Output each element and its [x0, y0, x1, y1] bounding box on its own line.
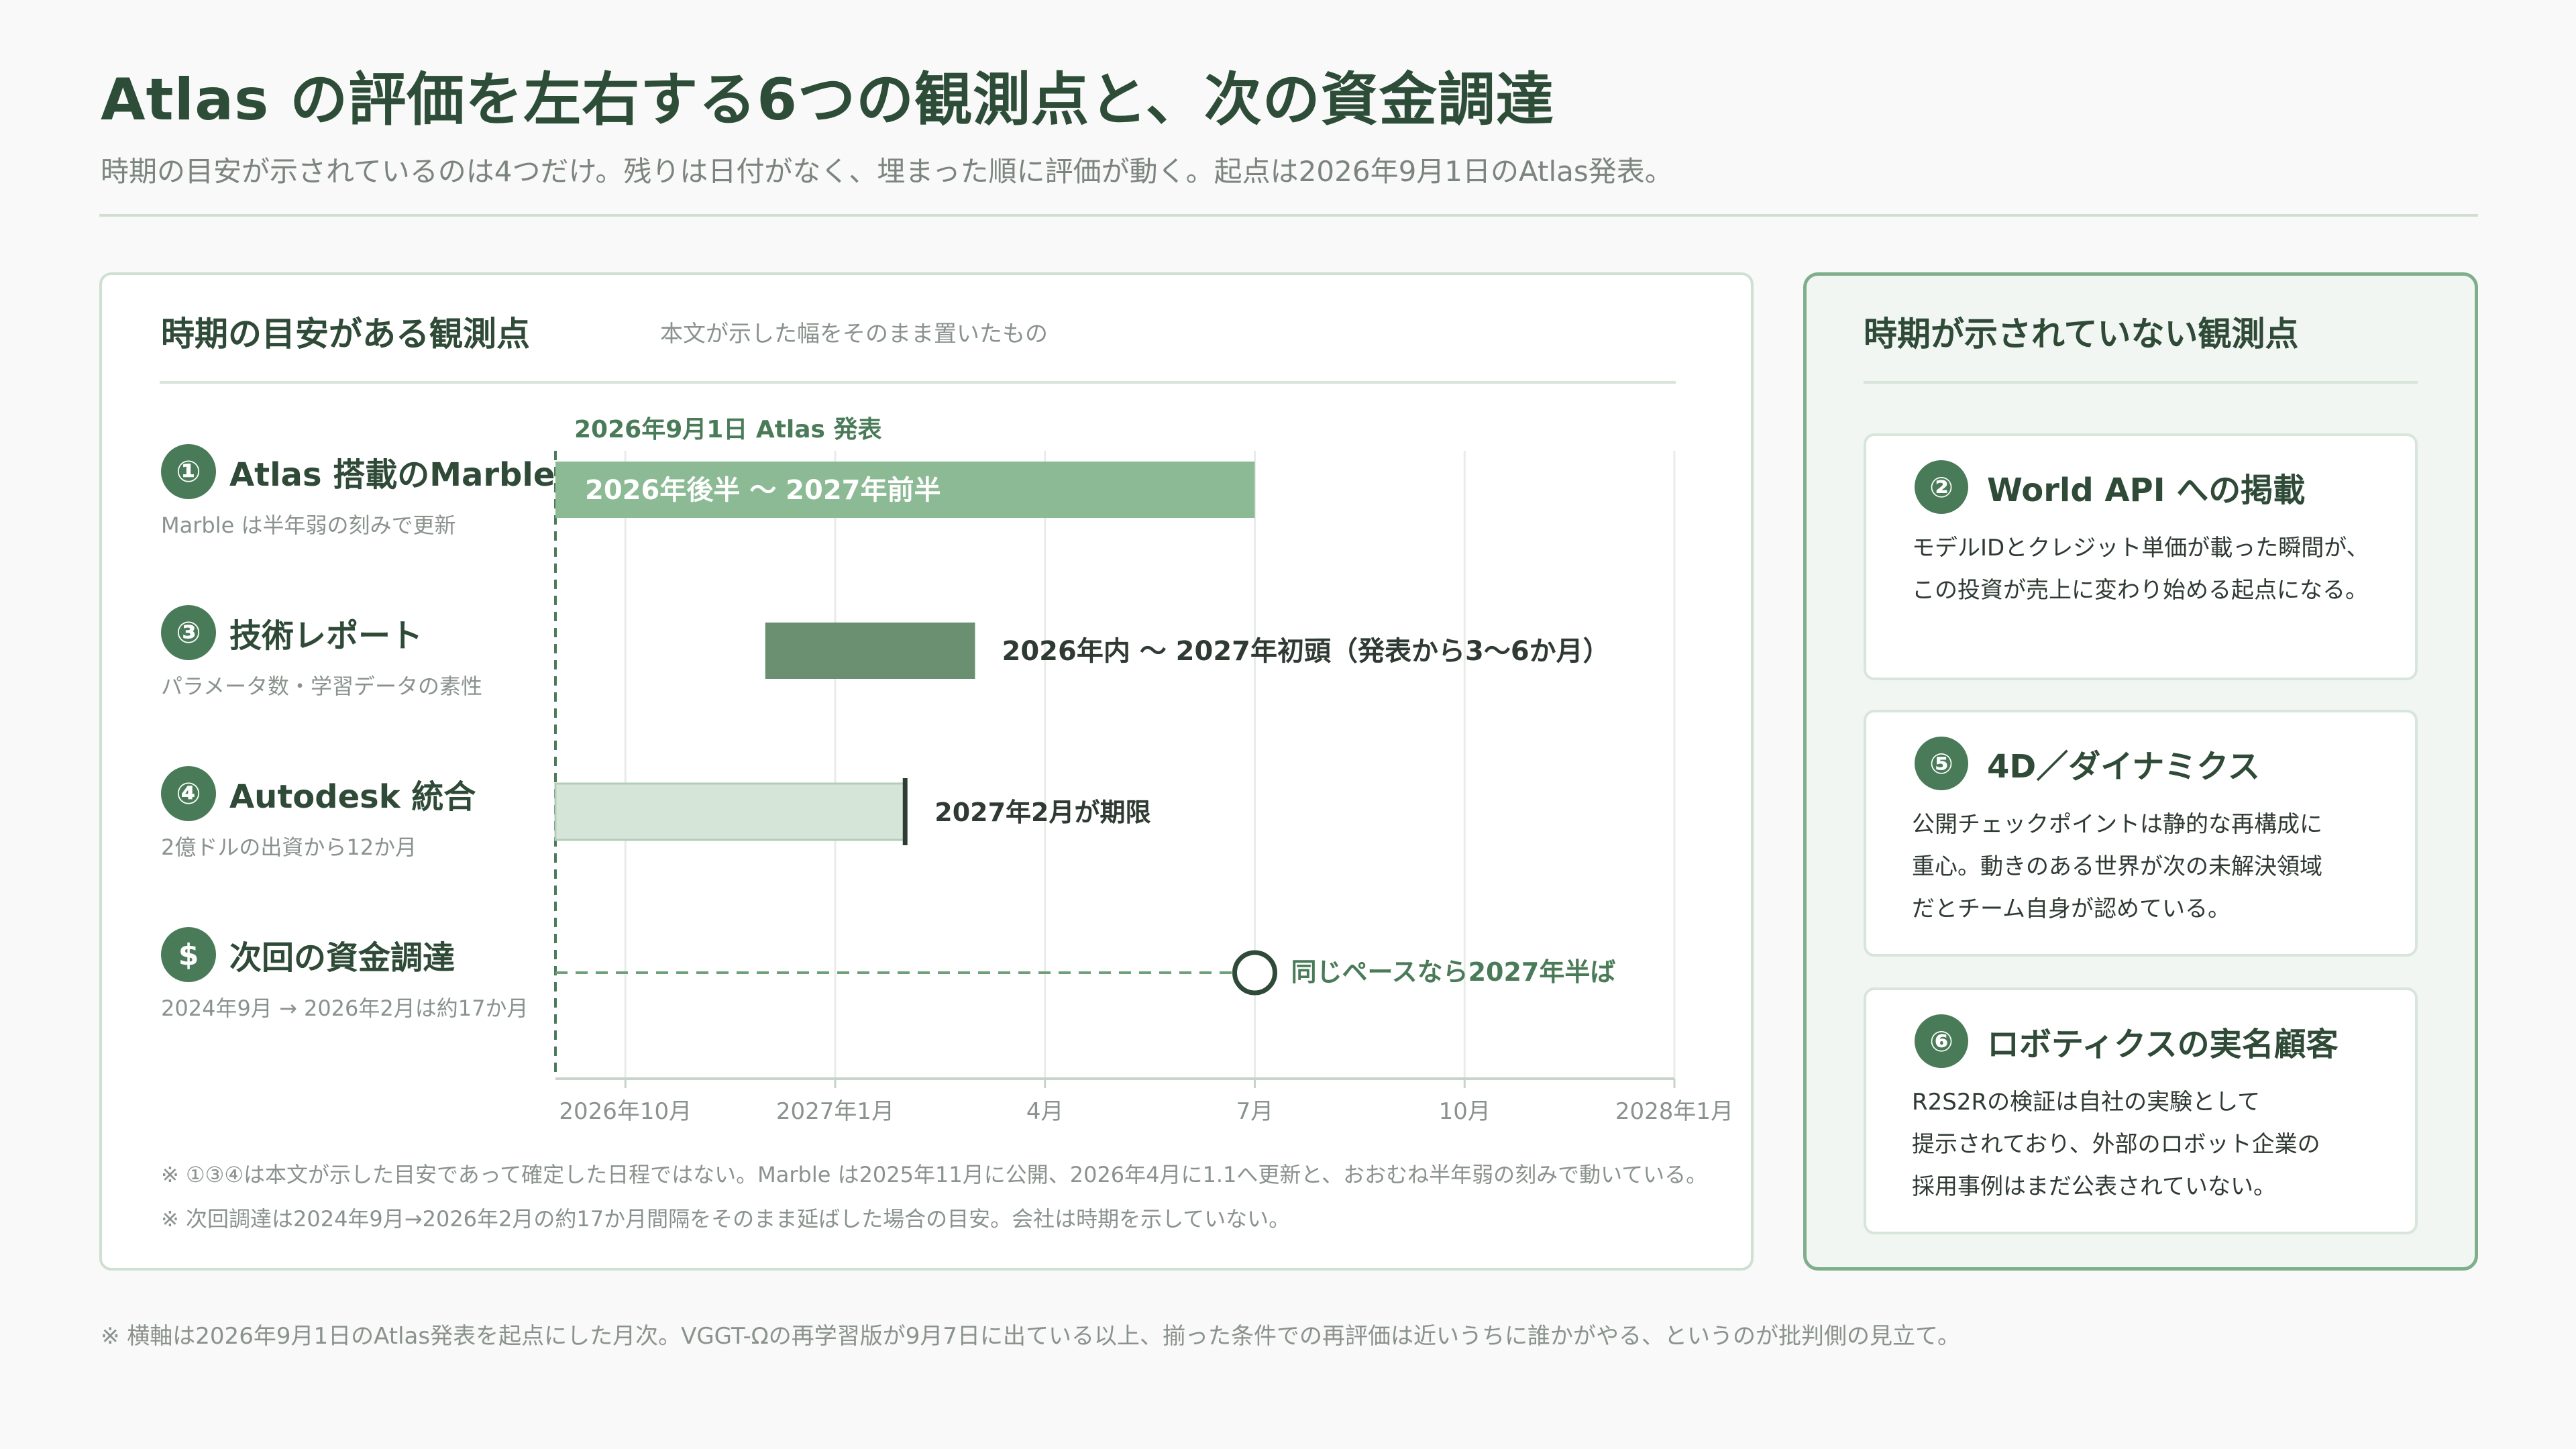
observation-title: World API への掲載 [1987, 472, 2306, 509]
row-label-marble: ① Atlas 搭載のMarble [161, 444, 555, 499]
row-title: Atlas 搭載のMarble [229, 456, 555, 494]
row-subtitle: Marble は半年弱の刻みで更新 [161, 513, 456, 538]
row-title: 技術レポート [229, 617, 423, 655]
row-label-tech-report: ③ 技術レポート [161, 605, 423, 660]
observation-line: 提示されており、外部のロボット企業の [1912, 1131, 2320, 1158]
title-divider [99, 214, 2478, 217]
observation-line: 重心。動きのある世界が次の未解決領域 [1912, 853, 2322, 880]
row-subtitle: パラメータ数・学習データの素性 [161, 674, 483, 699]
observation-number-badge: ② [1915, 460, 1968, 514]
timeline-card-divider [160, 381, 1676, 384]
page-title: Atlas の評価を左右する6つの観測点と、次の資金調達 [101, 66, 1554, 133]
footnote: ※ ①③④は本文が示した目安であって確定した日程ではない。Marble は202… [161, 1162, 1708, 1187]
dollar-icon: $ [161, 927, 216, 982]
tick-label: 4月 [1026, 1098, 1064, 1125]
tick-label: 2028年1月 [1615, 1098, 1733, 1125]
timeline-card [99, 272, 1754, 1271]
observation-header: ② World API への掲載 [1915, 460, 2305, 514]
observation-title: ロボティクスの実名顧客 [1987, 1026, 2339, 1063]
row-label-autodesk: ④ Autodesk 統合 [161, 766, 476, 821]
observation-title: 4D／ダイナミクス [1987, 748, 2260, 786]
bottom-note: ※ 横軸は2026年9月1日のAtlas発表を起点にした月次。VGGT-Ωの再学… [101, 1323, 1960, 1350]
row-number-badge: ④ [161, 766, 216, 821]
bar-label: 2026年後半 〜 2027年前半 [585, 475, 941, 506]
range-bar [555, 462, 1255, 518]
row-label-funding: $ 次回の資金調達 [161, 927, 455, 982]
timeline-card-heading: 時期の目安がある観測点 [161, 315, 530, 354]
observation-card-4d: ⑤ 4D／ダイナミクス 公開チェックポイントは静的な再構成に 重心。動きのある世… [1864, 710, 2418, 957]
page-subtitle: 時期の目安が示されているのは4つだけ。残りは日付がなく、埋まった順に評価が動く。… [101, 155, 1673, 188]
row-subtitle: 2億ドルの出資から12か月 [161, 835, 417, 860]
row-subtitle: 2024年9月 → 2026年2月は約17か月 [161, 996, 529, 1021]
observation-card-robotics: ⑥ ロボティクスの実名顧客 R2S2Rの検証は自社の実験として 提示されており、… [1864, 987, 2418, 1234]
bar-label: 2027年2月が期限 [934, 798, 1150, 827]
undated-card-divider [1864, 381, 2418, 384]
row-number-badge: ① [161, 444, 216, 499]
observation-line: モデルIDとクレジット単価が載った瞬間が、 [1912, 535, 2369, 561]
deadline-bar [554, 782, 906, 841]
tick-label: 10月 [1439, 1098, 1491, 1125]
observation-line: この投資が売上に変わり始める起点になる。 [1912, 577, 2368, 604]
observation-number-badge: ⑤ [1915, 737, 1968, 790]
range-bar [765, 623, 975, 679]
undated-card-heading: 時期が示されていない観測点 [1864, 315, 2299, 354]
row-number-badge: ③ [161, 605, 216, 660]
tick-label: 2027年1月 [776, 1098, 894, 1125]
projection-point [1232, 950, 1277, 996]
observation-line: 公開チェックポイントは静的な再構成に [1912, 811, 2322, 838]
tick-label: 2026年10月 [559, 1098, 692, 1125]
tick-label: 7月 [1236, 1098, 1274, 1125]
observation-body: モデルIDとクレジット単価が載った瞬間が、 この投資が売上に変わり始める起点にな… [1912, 527, 2395, 612]
bar-label: 同じペースなら2027年半ば [1291, 957, 1616, 987]
observation-card-world-api: ② World API への掲載 モデルIDとクレジット単価が載った瞬間が、 こ… [1864, 433, 2418, 680]
observation-header: ⑥ ロボティクスの実名顧客 [1915, 1014, 2339, 1068]
observation-line: 採用事例はまだ公表されていない。 [1912, 1173, 2276, 1200]
observation-body: 公開チェックポイントは静的な再構成に 重心。動きのある世界が次の未解決領域 だと… [1912, 804, 2395, 930]
observation-line: R2S2Rの検証は自社の実験として [1912, 1089, 2261, 1116]
timeline-card-note: 本文が示した幅をそのまま置いたもの [660, 321, 1048, 347]
bar-label: 2026年内 〜 2027年初頭（発表から3〜6か月） [1002, 636, 1610, 667]
start-marker-label: 2026年9月1日 Atlas 発表 [574, 416, 882, 443]
observation-header: ⑤ 4D／ダイナミクス [1915, 737, 2260, 790]
footnote: ※ 次回調達は2024年9月→2026年2月の約17か月間隔をそのまま延ばした場… [161, 1206, 1291, 1232]
observation-number-badge: ⑥ [1915, 1014, 1968, 1068]
observation-line: だとチーム自身が認めている。 [1912, 896, 2231, 922]
row-title: Autodesk 統合 [229, 778, 476, 816]
observation-body: R2S2Rの検証は自社の実験として 提示されており、外部のロボット企業の 採用事… [1912, 1081, 2395, 1208]
row-title: 次回の資金調達 [229, 939, 455, 977]
